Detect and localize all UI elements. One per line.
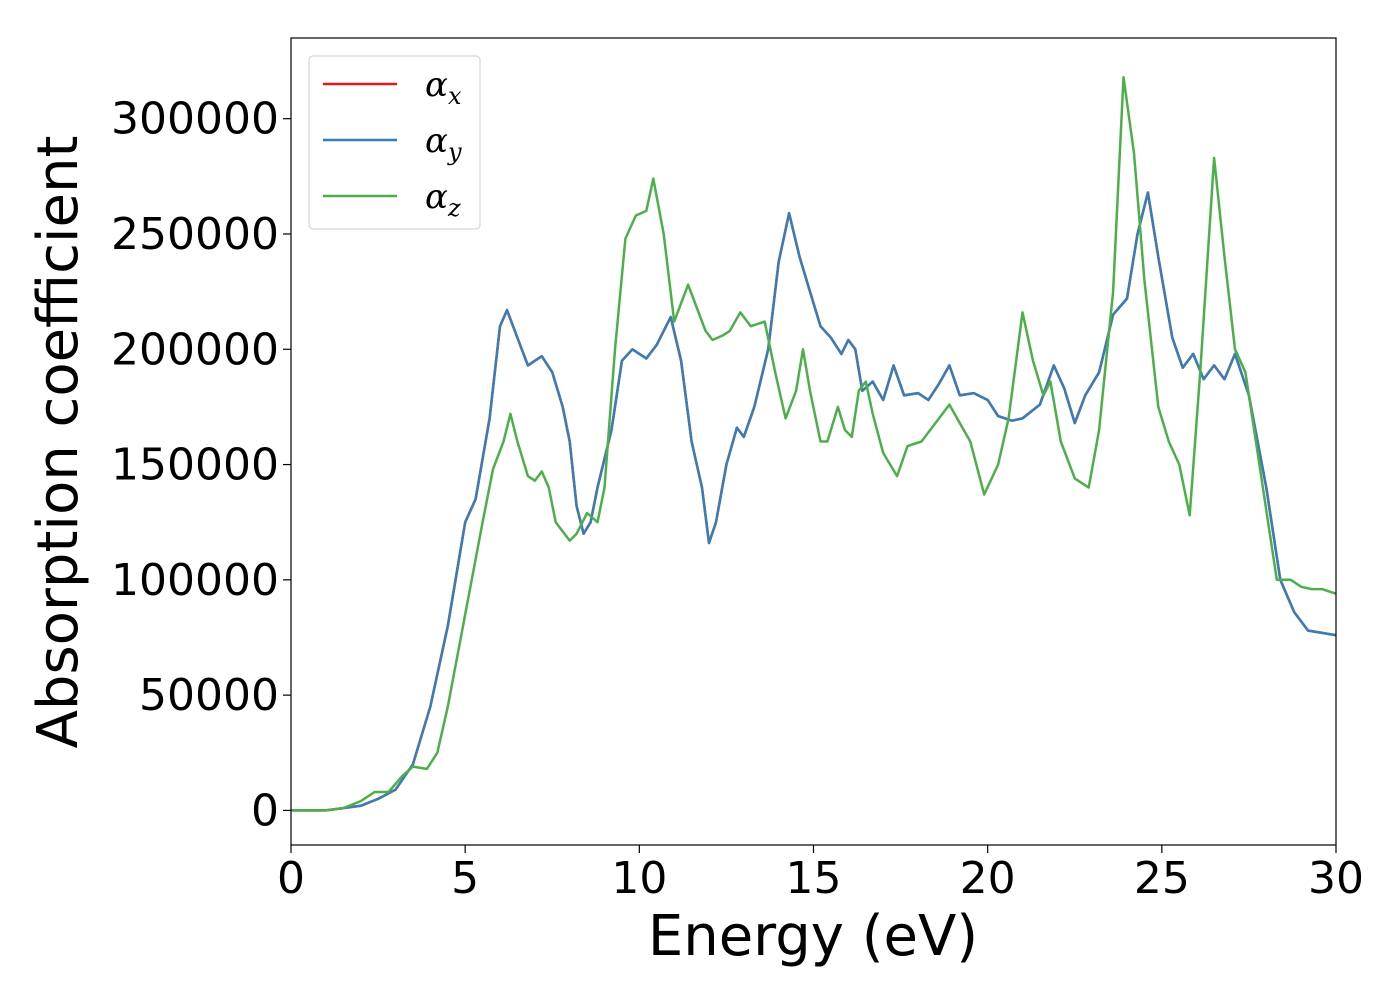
x-tick-label: 20 [960, 853, 1016, 904]
x-tick-label: 0 [277, 853, 305, 904]
x-tick-label: 10 [611, 853, 667, 904]
y-tick-label: 300000 [111, 94, 279, 145]
y-axis-label: Absorption coefficient [26, 136, 91, 749]
y-tick-label: 150000 [111, 440, 279, 491]
x-tick-label: 30 [1308, 853, 1364, 904]
legend-box [308, 55, 481, 230]
series-line-2 [291, 191, 1337, 812]
x-axis: 0 5 10 15 20 25 30 [277, 845, 1364, 904]
y-axis: 0 50000 100000 150000 200000 250000 300000 [111, 94, 291, 836]
legend-label: αz [425, 177, 461, 222]
series-line-1 [291, 191, 1337, 812]
x-tick-label: 15 [786, 853, 842, 904]
y-tick-label: 250000 [111, 209, 279, 260]
x-tick-label: 5 [451, 853, 479, 904]
series-line-3 [291, 75, 1337, 812]
plot-frame [290, 37, 1337, 846]
y-tick-label: 50000 [139, 670, 279, 721]
x-tick-label: 25 [1134, 853, 1190, 904]
x-axis-label: Energy (eV) [648, 904, 978, 969]
y-tick-label: 200000 [111, 324, 279, 375]
y-tick-label: 100000 [111, 555, 279, 606]
y-tick-label: 0 [251, 785, 279, 836]
series-layer [291, 75, 1337, 812]
